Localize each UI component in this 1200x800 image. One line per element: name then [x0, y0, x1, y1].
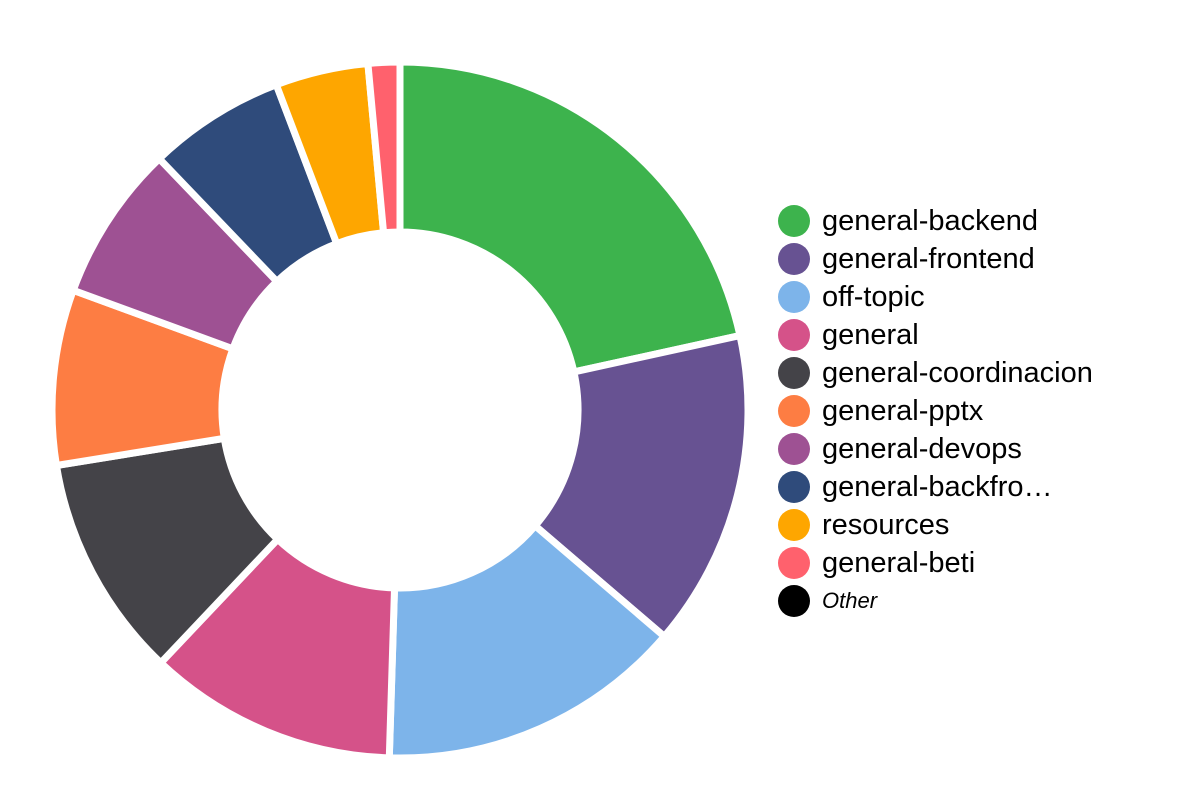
donut-slice-general-frontend[interactable]: [530, 331, 752, 642]
legend-item-general-backend[interactable]: general-backend: [778, 202, 1093, 240]
legend-item-general-devops[interactable]: general-devops: [778, 430, 1093, 468]
legend-label: general-backfro…: [822, 470, 1053, 503]
chart-legend: general-backend general-frontend off-top…: [778, 202, 1093, 620]
legend-swatch: [778, 509, 810, 541]
legend-swatch: [778, 243, 810, 275]
legend-swatch: [778, 471, 810, 503]
legend-swatch: [778, 547, 810, 579]
legend-label: general-frontend: [822, 242, 1035, 275]
legend-label: general: [822, 318, 919, 351]
legend-item-general-coordinacion[interactable]: general-coordinacion: [778, 354, 1093, 392]
legend-swatch: [778, 205, 810, 237]
legend-swatch: [778, 357, 810, 389]
legend-label: general-pptx: [822, 394, 984, 427]
legend-item-general-pptx[interactable]: general-pptx: [778, 392, 1093, 430]
legend-label: general-backend: [822, 204, 1039, 237]
donut-slice-off-topic[interactable]: [385, 520, 670, 762]
donut-slice-general[interactable]: [155, 534, 399, 762]
legend-swatch: [778, 395, 810, 427]
legend-label: general-coordinacion: [822, 356, 1093, 389]
legend-item-other[interactable]: Other: [778, 582, 1093, 620]
legend-item-general[interactable]: general: [778, 316, 1093, 354]
legend-swatch: [778, 433, 810, 465]
legend-item-off-topic[interactable]: off-topic: [778, 278, 1093, 316]
legend-swatch: [778, 319, 810, 351]
legend-label: Other: [822, 588, 878, 613]
legend-item-general-beti[interactable]: general-beti: [778, 544, 1093, 582]
legend-item-general-backfro[interactable]: general-backfro…: [778, 468, 1093, 506]
legend-label: general-beti: [822, 546, 976, 579]
legend-item-general-frontend[interactable]: general-frontend: [778, 240, 1093, 278]
donut-slices: [48, 58, 752, 762]
donut-slice-general-backend[interactable]: [396, 58, 745, 377]
legend-label: general-devops: [822, 432, 1022, 465]
legend-label: off-topic: [822, 280, 925, 313]
donut-slice-general-beti[interactable]: [364, 58, 404, 237]
legend-swatch: [778, 585, 810, 617]
legend-item-resources[interactable]: resources: [778, 506, 1093, 544]
legend-swatch: [778, 281, 810, 313]
legend-label: resources: [822, 508, 950, 541]
